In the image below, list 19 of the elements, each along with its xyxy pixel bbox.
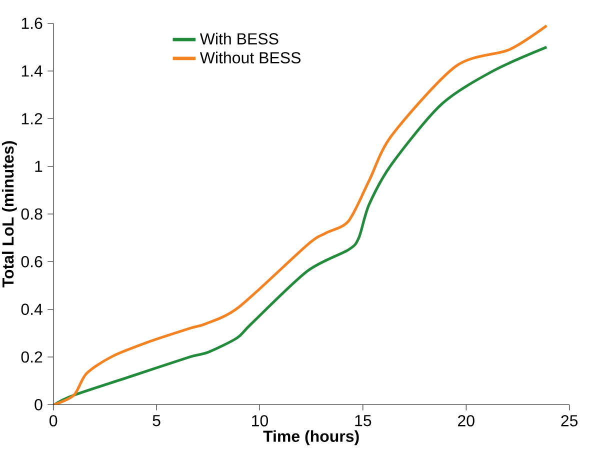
- x-axis-title: Time (hours): [263, 430, 359, 446]
- x-tick-label: 25: [561, 415, 578, 426]
- y-tick-label: 1: [35, 160, 42, 172]
- y-tick-label: 0.8: [21, 208, 42, 220]
- x-tick-label: 0: [50, 415, 58, 426]
- y-tick-label: 1.6: [22, 18, 42, 29]
- legend-label: With BESS: [200, 32, 278, 44]
- legend-label: Without BESS: [200, 52, 300, 64]
- y-tick-label: 1.4: [22, 66, 42, 77]
- x-tick-label: 10: [252, 415, 268, 426]
- x-tick-label: 20: [458, 415, 474, 426]
- y-tick-label: 0: [34, 399, 42, 410]
- y-tick-label: 0.2: [21, 351, 42, 363]
- y-tick-label: 0.4: [21, 304, 42, 315]
- x-tick-label: 15: [355, 415, 372, 426]
- x-tick-label: 5: [152, 415, 160, 426]
- y-tick-label: 1.2: [22, 113, 42, 124]
- y-tick-label: 0.6: [21, 256, 42, 268]
- y-axis-title: Total LoL (minutes): [2, 141, 17, 288]
